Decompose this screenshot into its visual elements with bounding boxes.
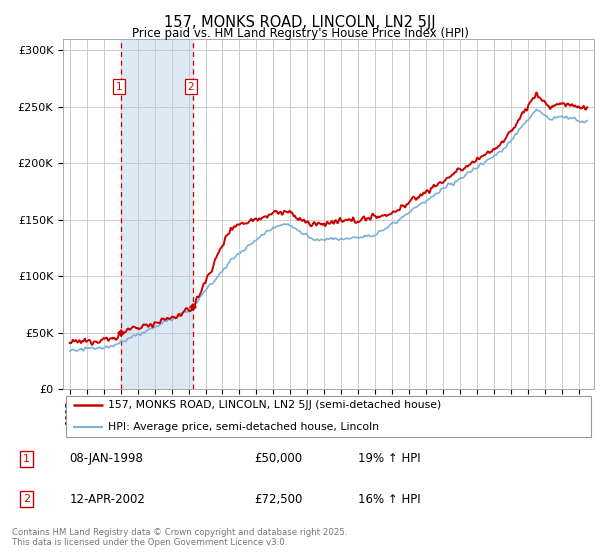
Text: 19% ↑ HPI: 19% ↑ HPI	[358, 452, 420, 465]
Text: 08-JAN-1998: 08-JAN-1998	[70, 452, 143, 465]
Text: 1: 1	[23, 454, 30, 464]
Text: 157, MONKS ROAD, LINCOLN, LN2 5JJ (semi-detached house): 157, MONKS ROAD, LINCOLN, LN2 5JJ (semi-…	[108, 400, 442, 410]
Text: Price paid vs. HM Land Registry's House Price Index (HPI): Price paid vs. HM Land Registry's House …	[131, 27, 469, 40]
Text: £72,500: £72,500	[254, 493, 302, 506]
Text: 157, MONKS ROAD, LINCOLN, LN2 5JJ: 157, MONKS ROAD, LINCOLN, LN2 5JJ	[164, 15, 436, 30]
Text: 12-APR-2002: 12-APR-2002	[70, 493, 145, 506]
Text: Contains HM Land Registry data © Crown copyright and database right 2025.
This d: Contains HM Land Registry data © Crown c…	[12, 528, 347, 547]
Text: HPI: Average price, semi-detached house, Lincoln: HPI: Average price, semi-detached house,…	[108, 422, 379, 432]
Bar	[121, 39, 193, 389]
Text: 2: 2	[23, 494, 30, 504]
Text: 16% ↑ HPI: 16% ↑ HPI	[358, 493, 420, 506]
Text: 1: 1	[116, 82, 122, 92]
Text: £50,000: £50,000	[254, 452, 302, 465]
Text: 2: 2	[187, 82, 194, 92]
FancyBboxPatch shape	[65, 396, 592, 437]
